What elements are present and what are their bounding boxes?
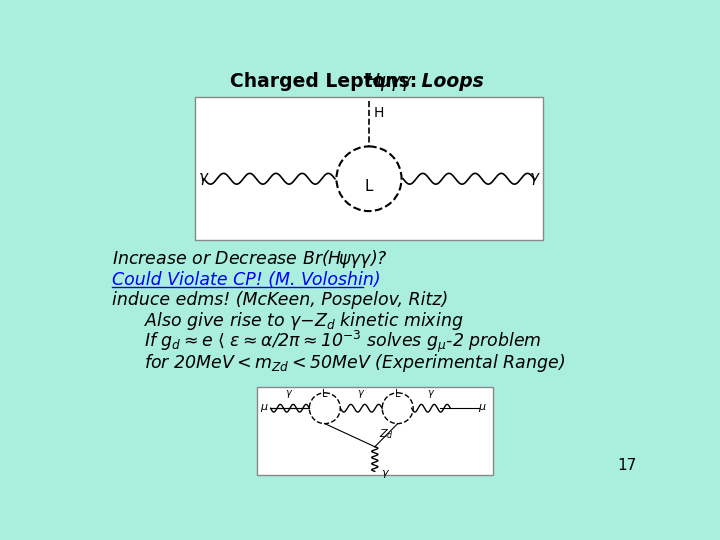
Text: for 20MeV$<$$m_{Zd}$$<$50MeV (Experimental Range): for 20MeV$<$$m_{Zd}$$<$50MeV (Experiment…	[144, 352, 565, 374]
Text: Loops: Loops	[402, 72, 484, 91]
Text: $\gamma$: $\gamma$	[357, 388, 365, 400]
Text: $Z_d$: $Z_d$	[379, 428, 394, 441]
Text: L: L	[395, 389, 400, 400]
Text: L: L	[322, 389, 328, 400]
Text: $\gamma$: $\gamma$	[528, 171, 540, 187]
Text: induce edms! (McKeen, Pospelov, Ritz): induce edms! (McKeen, Pospelov, Ritz)	[112, 292, 448, 309]
Text: Charged Leptons:: Charged Leptons:	[230, 72, 423, 91]
Text: $\gamma$: $\gamma$	[381, 468, 390, 480]
Text: L: L	[365, 179, 373, 194]
Text: Could Violate CP! (M. Voloshin): Could Violate CP! (M. Voloshin)	[112, 271, 380, 288]
Bar	[194, 97, 544, 240]
Text: Also give rise to $\gamma$$-$$Z_d$ kinetic mixing: Also give rise to $\gamma$$-$$Z_d$ kinet…	[144, 310, 464, 332]
Bar	[256, 387, 493, 475]
Text: $H\!\psi\gamma\gamma$: $H\!\psi\gamma\gamma$	[365, 71, 413, 93]
Text: $\gamma$: $\gamma$	[285, 388, 293, 400]
Text: 17: 17	[617, 458, 636, 473]
Text: H: H	[374, 105, 384, 119]
Text: Increase or Decrease Br($H\!\psi\gamma\gamma$)?: Increase or Decrease Br($H\!\psi\gamma\g…	[112, 248, 387, 270]
Text: $\gamma$: $\gamma$	[427, 388, 435, 400]
Text: $\mu$: $\mu$	[261, 402, 269, 414]
Text: $\mu$: $\mu$	[478, 402, 487, 414]
Text: If $g_d$$\approx$e $\langle$ $\varepsilon$$\approx$$\alpha$/2$\pi$$\approx$10$^{: If $g_d$$\approx$e $\langle$ $\varepsilo…	[144, 329, 542, 355]
Text: $\gamma$: $\gamma$	[198, 171, 210, 187]
